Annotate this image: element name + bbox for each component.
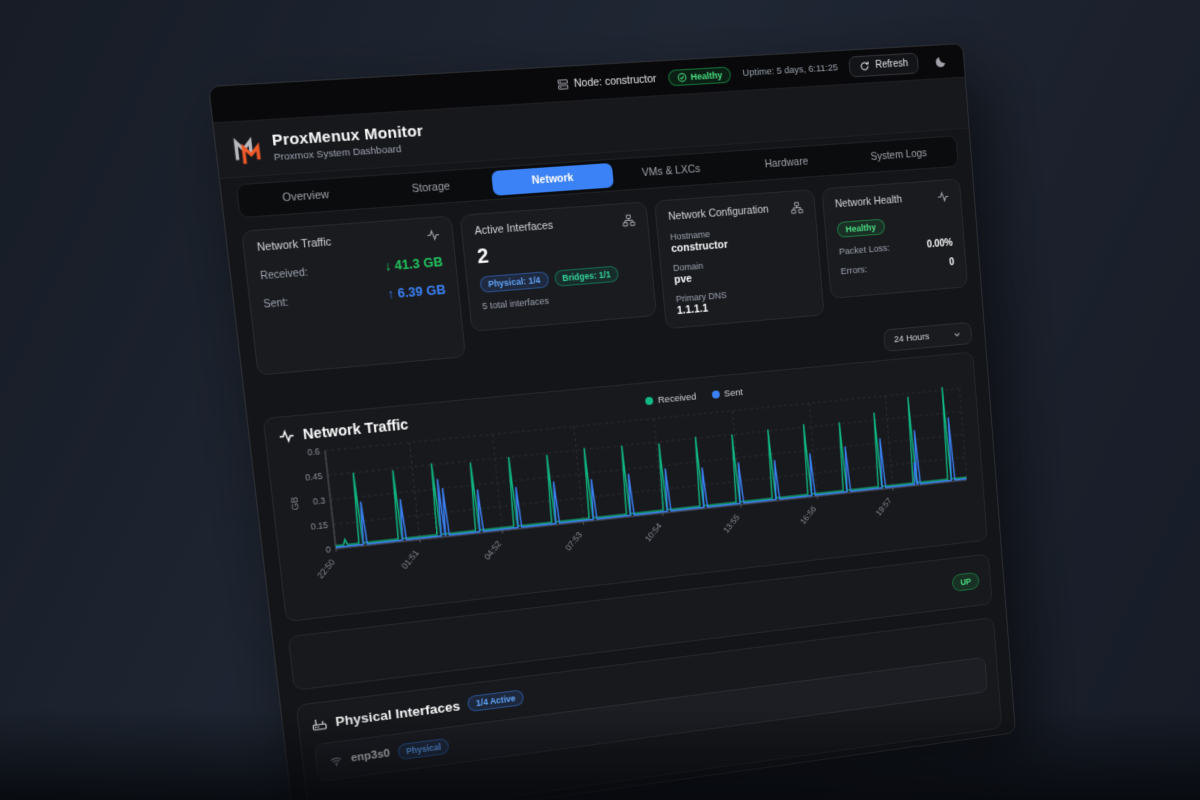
tab-overview[interactable]: Overview [241,180,371,214]
network-traffic-card-title: Network Traffic [256,236,332,254]
network-config-card: Network Configuration Hostname construct… [654,189,825,329]
main-content: Network Traffic Received: ↓ 41.3 GB Sent… [225,172,1015,800]
legend-dot-received [645,397,654,406]
up-status-badge: UP [952,572,980,592]
brand-text-block: ProxMenux Monitor Proxmox System Dashboa… [271,122,426,163]
bridges-count-badge: Bridges: 1/1 [553,266,619,287]
network-health-card: Network Health Healthy Packet Loss: 0.00… [821,178,968,298]
network-health-card-title: Network Health [835,194,903,211]
activity-icon [426,228,441,242]
sent-label: Sent: [263,297,289,311]
legend-sent: Sent [711,387,743,401]
uptime-text: Uptime: 5 days, 6:11:25 [742,62,838,79]
server-icon [556,77,569,90]
activity-icon [937,190,950,204]
refresh-icon [859,60,870,72]
activity-icon [278,427,296,444]
tab-system-logs[interactable]: System Logs [842,140,955,171]
legend-dot-sent [711,390,719,399]
svg-text:01:51: 01:51 [400,548,421,571]
packet-loss-label: Packet Loss: [839,243,891,258]
svg-text:0.15: 0.15 [310,521,328,532]
interface-type-badge: Physical [397,738,450,761]
chevron-down-icon [952,329,962,339]
received-label: Received: [260,267,309,282]
svg-text:19:57: 19:57 [874,496,893,517]
errors-label: Errors: [840,264,867,277]
node-label: Node: constructor [573,72,657,89]
svg-text:22:50: 22:50 [315,557,336,580]
svg-text:10:54: 10:54 [643,522,663,544]
legend-sent-label: Sent [724,387,744,400]
node-indicator: Node: constructor [556,72,657,90]
tab-hardware[interactable]: Hardware [728,147,844,179]
active-interfaces-card-title: Active Interfaces [474,219,554,237]
svg-text:0: 0 [325,545,331,555]
interface-name: enp3s0 [350,748,390,765]
svg-text:13:55: 13:55 [722,513,742,535]
svg-text:0.3: 0.3 [312,496,325,507]
moon-icon [934,55,947,69]
physical-count-badge: Physical: 1/4 [479,271,549,293]
router-icon [311,715,328,732]
svg-text:04:52: 04:52 [482,539,503,561]
tab-vms-lxcs[interactable]: VMs & LXCs [611,155,730,187]
errors-value: 0 [949,257,955,268]
total-interfaces-text: 5 total interfaces [482,288,643,311]
check-circle-icon [676,72,687,83]
svg-text:GB: GB [290,496,302,511]
sent-value: ↑ 6.39 GB [387,282,447,301]
health-badge: Healthy [667,66,731,86]
sent-row: Sent: ↑ 6.39 GB [263,282,447,311]
tab-network[interactable]: Network [491,163,614,196]
svg-text:0.6: 0.6 [307,447,320,458]
network-tree-icon [622,213,636,227]
proxmenux-logo-icon [230,133,264,165]
active-count-badge: 1/4 Active [467,689,524,712]
proxmenux-monitor-window: Node: constructor Healthy Uptime: 5 days… [208,43,1016,800]
network-config-card-title: Network Configuration [668,203,769,223]
interface-badges: Physical: 1/4 Bridges: 1/1 [479,264,640,293]
svg-text:0.45: 0.45 [305,471,323,482]
refresh-button[interactable]: Refresh [848,53,919,78]
physical-interfaces-title: Physical Interfaces [335,698,461,729]
packet-loss-value: 0.00% [926,238,953,251]
desktop-background: Node: constructor Healthy Uptime: 5 days… [0,0,1200,800]
received-row: Received: ↓ 41.3 GB [260,255,444,284]
wifi-icon [329,753,344,768]
errors-row: Errors: 0 [840,257,954,277]
packet-loss-row: Packet Loss: 0.00% [839,238,954,258]
legend-received: Received [645,391,697,407]
health-badge-label: Healthy [690,69,723,81]
refresh-label: Refresh [875,58,909,71]
svg-text:16:56: 16:56 [799,504,818,526]
legend-received-label: Received [657,391,696,406]
time-range-select[interactable]: 24 Hours [883,322,973,352]
network-traffic-card: Network Traffic Received: ↓ 41.3 GB Sent… [241,216,466,376]
tab-storage[interactable]: Storage [368,171,494,205]
time-range-value: 24 Hours [894,331,930,345]
svg-text:07:53: 07:53 [564,530,584,552]
network-tree-icon [790,201,803,215]
active-interfaces-card: Active Interfaces 2 Physical: 1/ [460,201,657,332]
interface-count: 2 [476,234,638,270]
theme-toggle-button[interactable] [929,51,954,73]
received-value: ↓ 41.3 GB [384,255,444,274]
health-status-badge: Healthy [837,219,885,238]
